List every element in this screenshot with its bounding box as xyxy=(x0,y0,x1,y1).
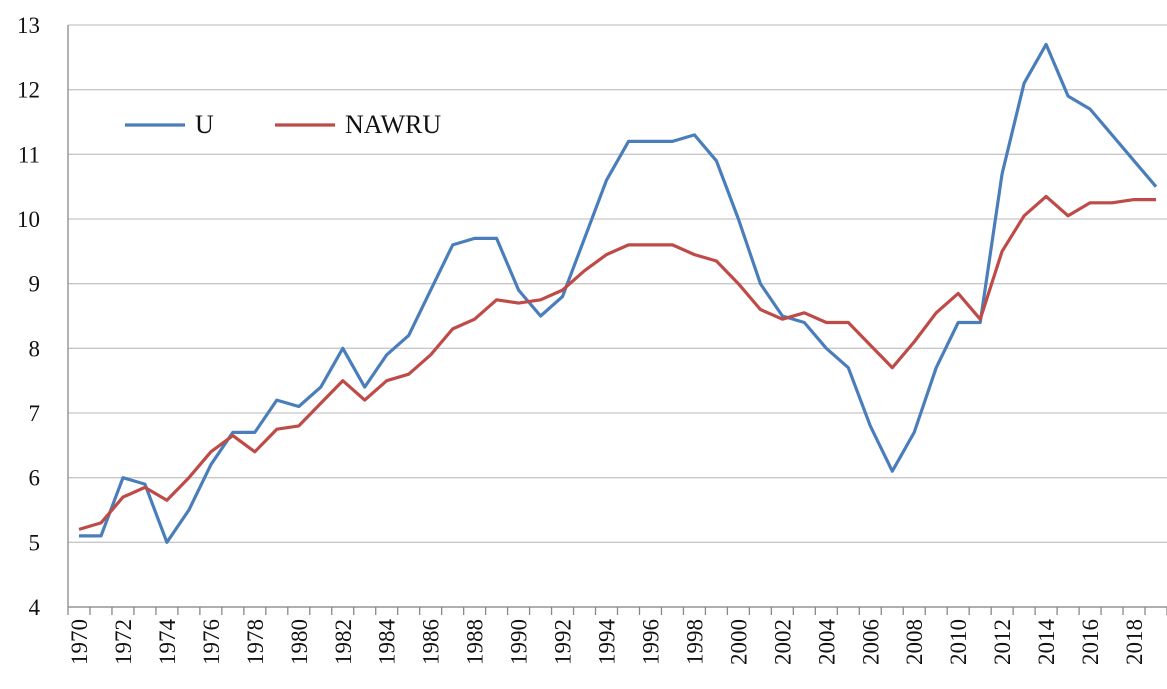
x-tick-label: 1978 xyxy=(243,619,268,665)
legend-label: U xyxy=(195,110,214,139)
y-tick-label: 11 xyxy=(18,142,40,167)
x-tick-label: 1982 xyxy=(331,619,356,665)
series-line xyxy=(79,42,1158,544)
x-tick-label: 1972 xyxy=(111,619,136,665)
y-tick-label: 9 xyxy=(29,272,41,297)
x-tick-label: 2002 xyxy=(770,619,795,665)
x-tick-label: 1994 xyxy=(595,619,620,666)
y-tick-label: 13 xyxy=(17,13,40,38)
x-tick-label: 1990 xyxy=(507,619,532,665)
series-line xyxy=(78,194,1156,531)
x-tick-label: 2006 xyxy=(858,619,883,665)
x-tick-label: 1992 xyxy=(551,619,576,665)
y-tick-label: 8 xyxy=(29,336,41,361)
x-tick-label: 1986 xyxy=(419,619,444,665)
x-tick-label: 1984 xyxy=(375,619,400,666)
x-tick-label: 1976 xyxy=(199,619,224,665)
x-tick-label: 2018 xyxy=(1122,619,1147,665)
x-tick-label: 2012 xyxy=(990,619,1015,665)
x-tick-label: 2014 xyxy=(1034,619,1059,666)
x-tick-label: 2004 xyxy=(814,619,839,666)
x-tick-label: 1988 xyxy=(463,619,488,665)
y-tick-label: 12 xyxy=(17,78,40,103)
y-tick-label: 5 xyxy=(29,530,41,555)
x-tick-label: 2010 xyxy=(946,619,971,665)
x-tick-label: 2000 xyxy=(726,619,751,665)
x-tick-label: 2008 xyxy=(902,619,927,665)
x-tick-label: 1974 xyxy=(155,619,180,666)
x-tick-label: 2016 xyxy=(1078,619,1103,665)
y-tick-label: 10 xyxy=(17,207,40,232)
y-tick-label: 6 xyxy=(29,466,41,491)
x-tick-label: 1998 xyxy=(682,619,707,665)
legend-label: NAWRU xyxy=(345,110,441,139)
x-tick-label: 1996 xyxy=(638,619,663,665)
y-tick-label: 4 xyxy=(29,595,41,620)
y-tick-label: 7 xyxy=(29,401,41,426)
x-tick-label: 1970 xyxy=(67,619,92,665)
x-tick-label: 1980 xyxy=(287,619,312,665)
